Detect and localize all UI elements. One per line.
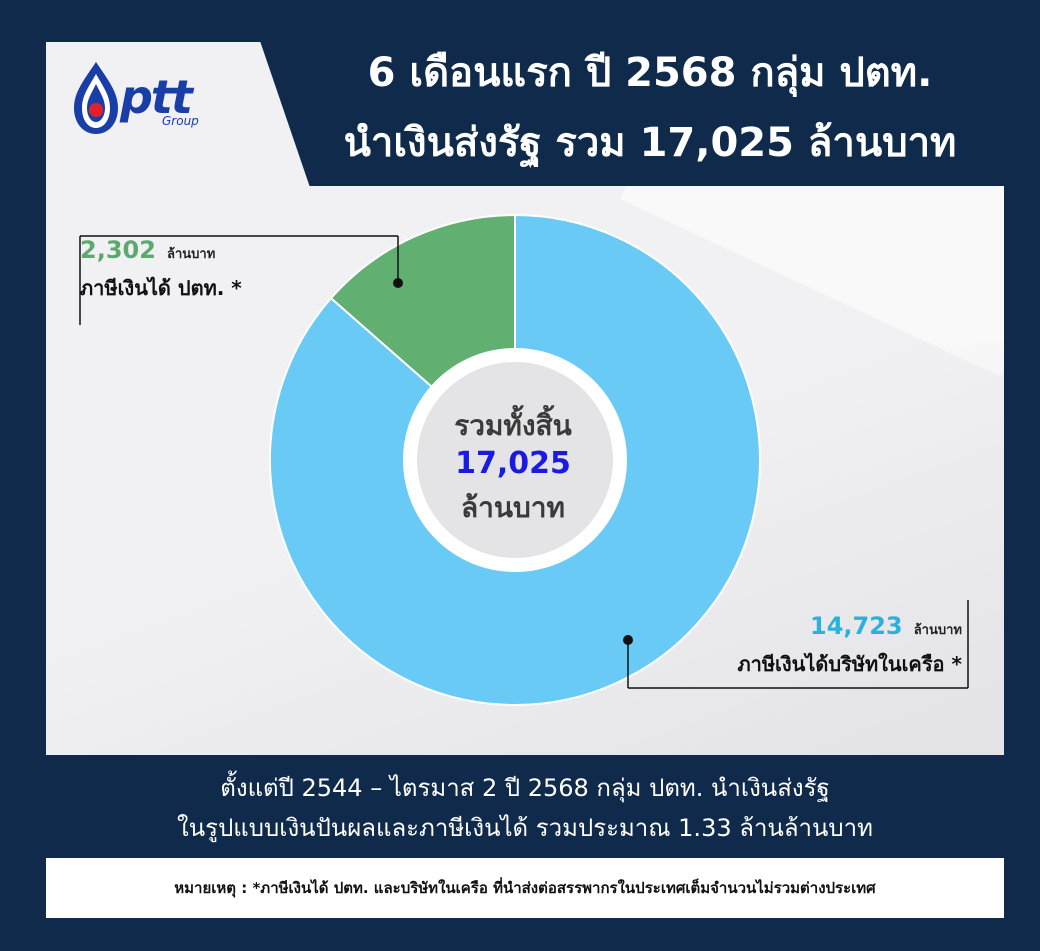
callout-subsidiary-tax: 14,723 ล้านบาท ภาษีเงินได้บริษัทในเครือ … xyxy=(737,612,962,680)
summary-line-1: ตั้งแต่ปี 2544 – ไตรมาส 2 ปี 2568 กลุ่ม … xyxy=(220,774,830,802)
page-title-line-2: นำเงินส่งรัฐ รวม 17,025 ล้านบาท xyxy=(343,120,957,166)
page-title-line-1: 6 เดือนแรก ปี 2568 กลุ่ม ปตท. xyxy=(367,50,933,96)
logo-wordmark: ptt xyxy=(120,70,193,124)
subsidiary-tax-unit: ล้านบาท xyxy=(913,623,962,638)
donut-hole-inner xyxy=(417,362,613,558)
footnote-text: หมายเหตุ : *ภาษีเงินได้ ปตท. และบริษัทใน… xyxy=(174,879,876,897)
subsidiary-tax-value: 14,723 xyxy=(810,612,903,640)
title-banner xyxy=(246,0,1040,186)
footnote-box: หมายเหตุ : *ภาษีเงินได้ ปตท. และบริษัทใน… xyxy=(46,858,1004,918)
ptt-tax-label: ภาษีเงินได้ ปตท. * xyxy=(80,276,242,300)
ptt-tax-unit: ล้านบาท xyxy=(167,247,216,262)
ptt-flame-logo-icon xyxy=(74,62,118,134)
callout-ptt-tax: 2,302 ล้านบาท ภาษีเงินได้ ปตท. * xyxy=(80,236,242,304)
ptt-tax-value: 2,302 xyxy=(80,236,156,264)
logo-subtext: Group xyxy=(162,114,199,128)
center-total-label: รวมทั้งสิ้น xyxy=(454,409,572,442)
summary-line-2: ในรูปแบบเงินปันผลและภาษีเงินได้ รวมประมา… xyxy=(177,814,873,842)
subsidiary-tax-label: ภาษีเงินได้บริษัทในเครือ * xyxy=(737,652,962,676)
center-total-unit: ล้านบาท xyxy=(461,491,565,524)
center-total-value: 17,025 xyxy=(455,446,571,481)
